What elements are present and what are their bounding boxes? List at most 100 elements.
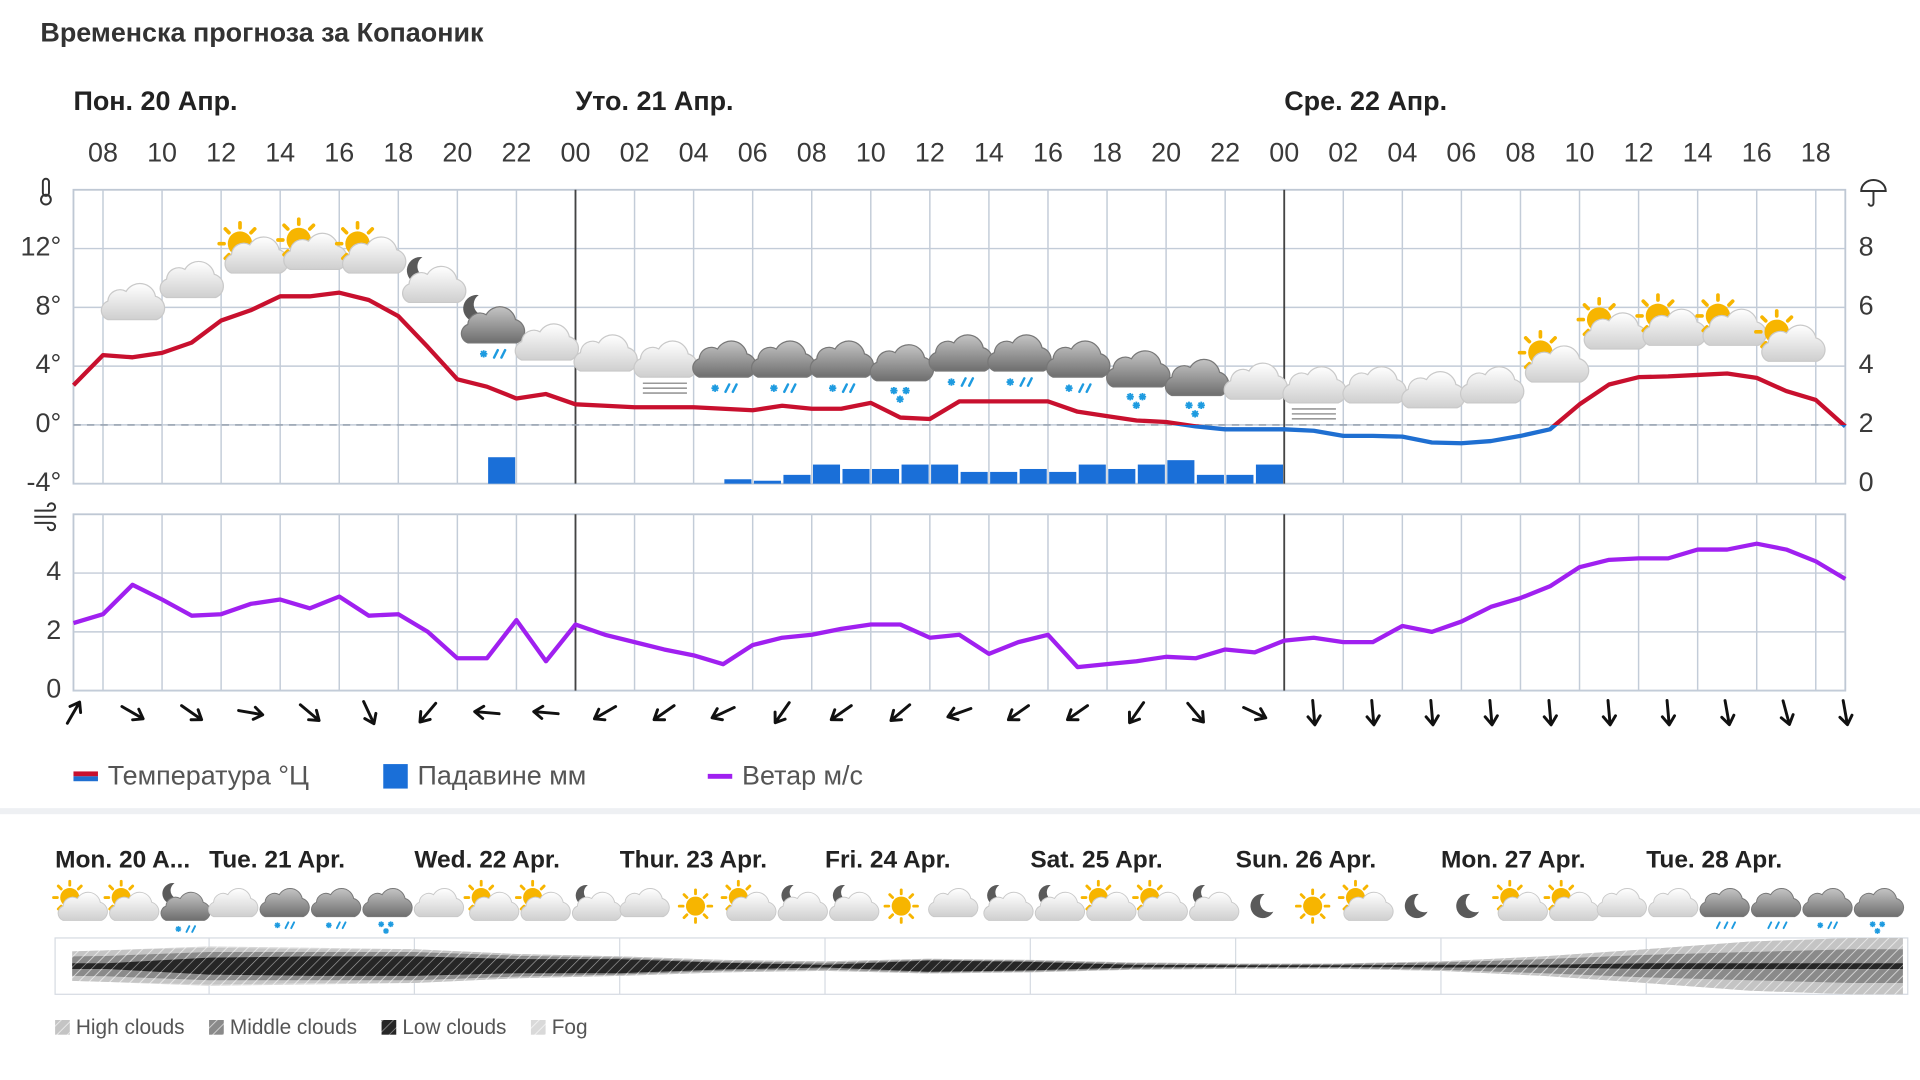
plot-background [72, 188, 1847, 485]
y-tick-label: 12° [21, 232, 62, 262]
legend-label: Fog [552, 1016, 588, 1039]
y-tick-label: 4 [46, 556, 61, 586]
x-tick-label: 00 [561, 137, 591, 167]
y2-tick-label: 8 [1859, 232, 1874, 262]
precipitation-bar [488, 457, 516, 484]
precipitation-bar [1137, 464, 1165, 484]
x-tick-label: 14 [974, 137, 1004, 167]
wind-icon [34, 502, 57, 532]
wind-arrow [1186, 701, 1205, 724]
wind-arrow [1720, 699, 1736, 727]
card-shadow [0, 808, 1920, 815]
legend-label: Low clouds [402, 1016, 506, 1039]
day-label: Sat. 25 Apr. [1030, 846, 1162, 873]
wind-arrow [652, 704, 676, 722]
x-tick-label: 00 [1269, 137, 1299, 167]
x-tick-label: 02 [1328, 137, 1358, 167]
day-label: Tue. 21 Apr. [209, 846, 345, 873]
day-label: Sun. 26 Apr. [1236, 846, 1377, 873]
y-tick-label: 2 [46, 615, 61, 645]
cloud-layer [72, 956, 1903, 976]
x-tick-label: 12 [206, 137, 236, 167]
precipitation-bar [1078, 464, 1106, 484]
x-tick-label: 18 [383, 137, 413, 167]
x-tick-label: 16 [324, 137, 354, 167]
umbrella-icon [1860, 179, 1887, 207]
wind-arrow [1838, 699, 1854, 727]
icon-sunny [883, 888, 919, 924]
wind-arrow [180, 704, 204, 722]
x-tick-label: 20 [442, 137, 472, 167]
wind-arrow [298, 703, 321, 722]
wind-arrow [237, 705, 265, 721]
x-tick-label: 10 [1565, 137, 1595, 167]
precipitation-bar [901, 464, 929, 484]
legend-label: Ветар м/с [742, 761, 863, 791]
wind-arrow [1424, 698, 1440, 727]
x-tick-label: 08 [88, 137, 118, 167]
x-tick-label: 06 [738, 137, 768, 167]
x-tick-label: 14 [265, 137, 295, 167]
legend-label: Температура °Ц [108, 761, 309, 791]
x-tick-label: 18 [1801, 137, 1831, 167]
day-label: Fri. 24 Apr. [825, 846, 951, 873]
x-tick-label: 08 [797, 137, 827, 167]
wind-arrow [889, 703, 912, 722]
precipitation-bar [931, 464, 959, 484]
day-label: Wed. 22 Apr. [414, 846, 559, 873]
legend-swatch [73, 776, 98, 782]
precipitation-bar [1019, 468, 1047, 484]
y-tick-label: 8° [35, 290, 61, 320]
precipitation-bar [1108, 468, 1136, 484]
y-tick-label: 0° [35, 408, 61, 438]
thermometer-icon [40, 177, 52, 206]
y2-tick-label: 4 [1859, 349, 1874, 379]
wind-arrow [532, 704, 560, 720]
wind-arrow [592, 705, 618, 722]
legend-label: Middle clouds [230, 1016, 357, 1039]
precipitation-bar [842, 468, 870, 484]
cloud-forecast: Mon. 20 A... Tue. 21 Apr. Wed. 22 Apr. Thur… [54, 846, 1909, 1039]
temperature-line [71, 290, 1847, 446]
precipitation-bar [872, 468, 900, 484]
x-tick-label: 20 [1151, 137, 1181, 167]
legend-swatch [73, 771, 98, 777]
y-tick-label: 0 [46, 674, 61, 704]
x-tick-label: 16 [1742, 137, 1772, 167]
precipitation-bar [783, 474, 811, 484]
precipitation-bar [724, 479, 752, 484]
precipitation-bar [990, 471, 1018, 484]
x-tick-label: 02 [620, 137, 650, 167]
day-label: Уто. 21 Апр. [575, 86, 733, 116]
wind-line [72, 541, 1847, 670]
icon-sunny [1294, 888, 1331, 924]
wind-arrow [1660, 698, 1677, 727]
legend-swatch [209, 1020, 224, 1035]
wind-arrow [362, 700, 378, 726]
x-tick-label: 12 [1624, 137, 1654, 167]
x-tick-label: 10 [856, 137, 886, 167]
wind-arrow [473, 704, 501, 720]
x-tick-label: 22 [1210, 137, 1240, 167]
wind-arrow [773, 701, 791, 725]
wind-arrow [65, 700, 83, 725]
x-tick-label: 18 [1092, 137, 1122, 167]
wind-arrow [946, 706, 973, 722]
wind-arrow [710, 706, 736, 722]
y2-tick-label: 2 [1859, 408, 1874, 438]
x-tick-label: 12 [915, 137, 945, 167]
wind-arrow [1601, 698, 1617, 727]
day-label: Tue. 28 Apr. [1646, 846, 1782, 873]
x-tick-label: 04 [679, 137, 709, 167]
y-tick-label: -4° [27, 467, 62, 497]
y-tick-label: 4° [35, 349, 61, 379]
precipitation-bar [960, 471, 988, 484]
wind-arrow [1365, 698, 1381, 727]
precipitation-bar [812, 464, 841, 484]
legend-swatch [530, 1020, 546, 1035]
precipitation-bar [753, 480, 781, 484]
wind-arrow [1066, 704, 1090, 722]
legend-label: Падавине мм [418, 761, 587, 791]
x-tick-label: 14 [1683, 137, 1713, 167]
